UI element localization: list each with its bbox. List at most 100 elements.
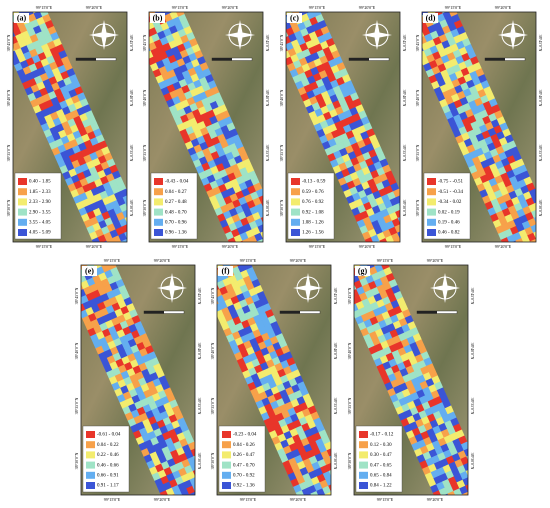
cell — [465, 158, 475, 168]
cell — [60, 135, 70, 145]
cell — [171, 405, 181, 415]
cell — [347, 150, 357, 161]
cell — [375, 249, 384, 258]
cell — [138, 3, 147, 12]
cell — [408, 0, 417, 6]
cell — [358, 175, 368, 185]
cell — [58, 261, 67, 270]
cell — [373, 292, 383, 302]
cell — [301, 77, 311, 88]
cell — [324, 491, 331, 495]
cell — [165, 487, 175, 495]
cell — [477, 478, 486, 487]
cell — [467, 488, 468, 495]
cell — [354, 133, 364, 143]
cell — [1, 18, 10, 27]
cell — [479, 498, 488, 507]
cell — [422, 21, 428, 31]
cell — [203, 265, 212, 274]
legend-label: 0.26 - 0.47 — [233, 453, 255, 458]
cell — [323, 456, 331, 466]
cell — [348, 136, 358, 146]
legend-box — [150, 172, 198, 240]
cell — [458, 61, 468, 71]
lat-label: 38°35'0"N — [210, 397, 215, 414]
cell — [123, 376, 133, 386]
cell — [514, 187, 524, 197]
cell — [127, 417, 137, 427]
cell — [443, 449, 453, 459]
cell — [389, 393, 399, 403]
cell — [313, 417, 323, 427]
legend-swatch — [154, 208, 163, 216]
cell — [463, 73, 473, 83]
cell — [338, 176, 348, 187]
cell — [217, 274, 223, 284]
cell — [424, 472, 434, 482]
cell — [282, 380, 292, 390]
cell — [30, 19, 40, 29]
cell — [222, 160, 232, 170]
cell — [368, 266, 378, 276]
cell — [157, 404, 167, 414]
cell — [272, 406, 282, 416]
cell — [195, 474, 204, 483]
cell — [130, 423, 140, 433]
cell — [152, 442, 162, 452]
cell — [455, 120, 465, 130]
cell — [130, 227, 139, 236]
cell — [65, 176, 75, 187]
cell — [141, 433, 151, 443]
cell — [413, 24, 422, 33]
cell — [237, 343, 247, 353]
cell — [317, 99, 327, 109]
cell — [254, 247, 263, 256]
cell — [91, 172, 101, 182]
cell — [325, 132, 335, 142]
cell — [368, 134, 378, 144]
cell — [67, 250, 76, 259]
cell — [269, 429, 279, 440]
cell — [444, 405, 454, 415]
cell — [232, 330, 242, 341]
cell — [330, 504, 339, 508]
cell — [243, 265, 253, 270]
cell — [403, 227, 412, 236]
cell — [18, 24, 28, 34]
cell — [255, 203, 263, 213]
cell — [158, 80, 168, 90]
cell — [411, 377, 421, 387]
cell — [344, 80, 354, 90]
cell — [30, 98, 40, 108]
cell — [149, 371, 159, 382]
cell — [225, 137, 235, 147]
cell — [511, 196, 521, 206]
cell — [531, 209, 536, 219]
cell — [256, 370, 266, 380]
cell — [160, 475, 170, 485]
cell — [413, 383, 423, 393]
cell — [156, 45, 166, 55]
cell — [243, 325, 253, 335]
lat-label: 38°40'0"N — [470, 343, 475, 360]
cell — [306, 449, 316, 459]
cell — [490, 133, 500, 143]
cell — [300, 452, 310, 462]
cell — [498, 137, 508, 147]
cell — [331, 129, 341, 139]
cell — [384, 317, 394, 327]
cell — [210, 165, 220, 175]
cell — [81, 133, 91, 143]
cell — [374, 225, 384, 235]
cell — [332, 100, 342, 110]
cell — [109, 296, 119, 306]
cell — [333, 135, 343, 145]
cell — [312, 87, 322, 97]
cell — [449, 58, 459, 68]
cell — [448, 72, 458, 82]
cell — [348, 496, 357, 505]
lon-label: 99°20'0"E — [427, 497, 444, 502]
cell — [314, 43, 324, 53]
cell — [227, 172, 237, 182]
cell — [426, 39, 436, 49]
